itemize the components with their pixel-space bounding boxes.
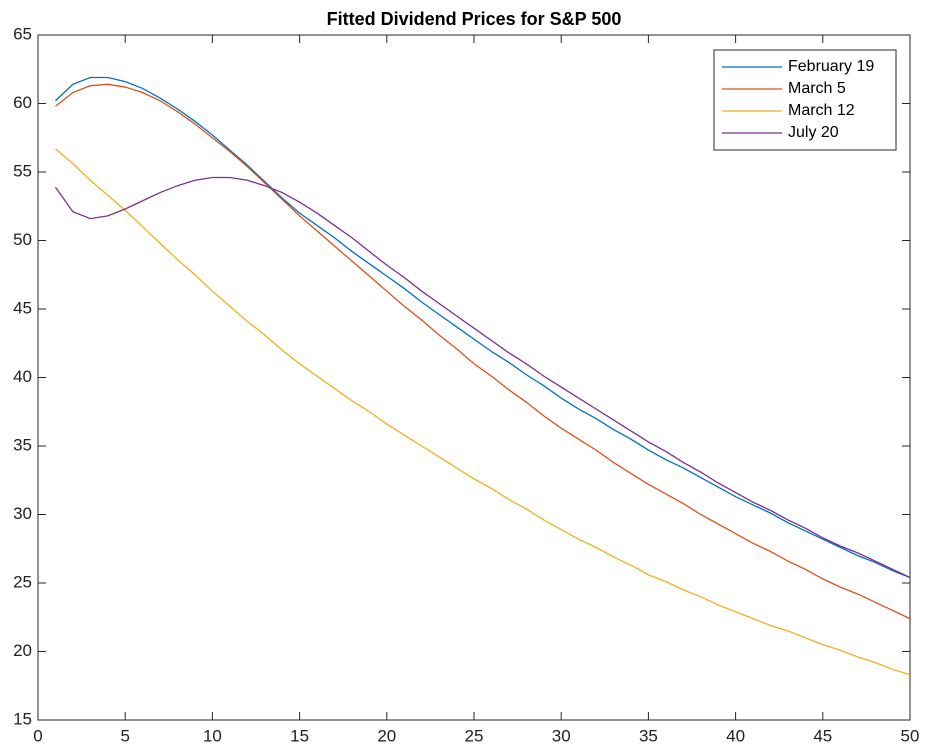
y-tick-label: 40 [13, 367, 32, 386]
x-tick-label: 25 [465, 726, 484, 745]
y-tick-label: 50 [13, 230, 32, 249]
x-tick-label: 30 [552, 726, 571, 745]
x-tick-label: 45 [813, 726, 832, 745]
series-line [54, 176, 911, 579]
x-tick-label: 40 [726, 726, 745, 745]
chart-title: Fitted Dividend Prices for S&P 500 [327, 9, 622, 29]
y-tick-label: 60 [13, 93, 32, 112]
y-tick-label: 35 [13, 435, 32, 454]
legend-label: February 19 [788, 58, 874, 75]
x-tick-label: 20 [377, 726, 396, 745]
x-tick-label: 15 [290, 726, 309, 745]
series-line [55, 148, 911, 676]
y-tick-label: 45 [13, 298, 32, 317]
x-tick-label: 10 [203, 726, 222, 745]
y-tick-label: 30 [13, 504, 32, 523]
legend-label: March 5 [788, 80, 846, 97]
series-line [55, 83, 911, 620]
legend-label: July 20 [788, 124, 839, 141]
series-line [54, 76, 911, 579]
y-tick-label: 65 [13, 24, 32, 43]
y-tick-label: 25 [13, 572, 32, 591]
x-tick-label: 35 [639, 726, 658, 745]
x-tick-label: 50 [901, 726, 920, 745]
y-tick-label: 15 [13, 709, 32, 728]
x-tick-label: 0 [33, 726, 42, 745]
y-tick-label: 55 [13, 161, 32, 180]
legend-label: March 12 [788, 102, 855, 119]
x-tick-label: 5 [120, 726, 129, 745]
y-tick-label: 20 [13, 641, 32, 660]
